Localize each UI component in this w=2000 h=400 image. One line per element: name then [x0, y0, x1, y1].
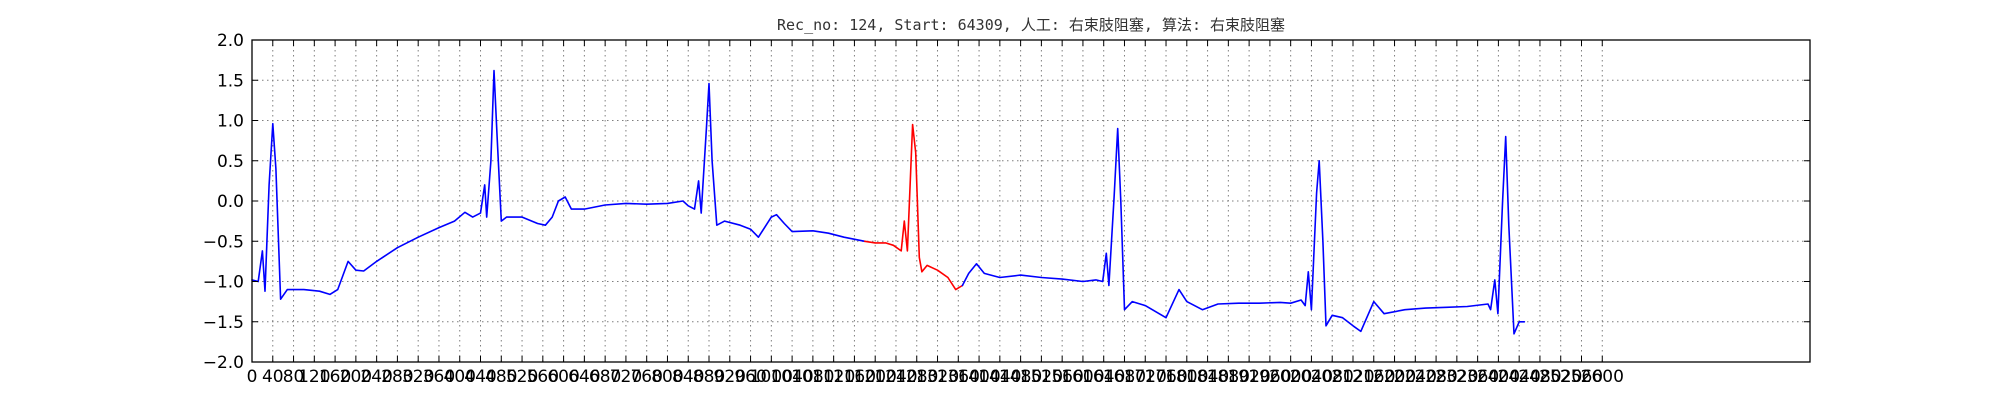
x-tick-label: 1680: [1103, 367, 1146, 387]
ecg-series-line-1: [251, 69, 866, 301]
x-tick-label: 80: [283, 367, 305, 387]
x-tick-label: 2240: [1394, 367, 1437, 387]
chart-title: Rec_no: 124, Start: 64309, 人工: 右束肢阻塞, 算法…: [777, 16, 1285, 34]
x-tick-label: 2400: [1477, 367, 1520, 387]
x-tick-label: 2560: [1560, 367, 1603, 387]
y-tick-label: 1.5: [217, 71, 244, 91]
x-tick-label: 720: [610, 367, 642, 387]
x-tick-label: 1240: [874, 367, 917, 387]
x-tick-label: 840: [672, 367, 704, 387]
y-tick-label: −2.0: [203, 353, 244, 373]
x-tick-label: 1560: [1041, 367, 1084, 387]
x-tick-label: 280: [381, 367, 413, 387]
x-tick-label: 2600: [1581, 367, 1624, 387]
x-tick-label: 40: [262, 367, 284, 387]
x-tick-label: 1880: [1207, 367, 1250, 387]
x-tick-label: 600: [547, 367, 579, 387]
x-tick-label: 1000: [750, 367, 793, 387]
y-tick-label: 1.0: [217, 112, 244, 132]
x-tick-label: 1200: [854, 367, 897, 387]
x-tick-label: 800: [651, 367, 683, 387]
x-tick-label: 1800: [1165, 367, 1208, 387]
x-tick-label: 920: [714, 367, 746, 387]
x-tick-label: 1480: [999, 367, 1042, 387]
x-tick-label: 2320: [1435, 367, 1478, 387]
x-tick-label: 560: [527, 367, 559, 387]
y-tick-label: 2.0: [217, 31, 244, 51]
y-tick-label: −0.5: [203, 232, 244, 252]
x-tick-label: 640: [568, 367, 600, 387]
y-tick-label: 0.0: [217, 192, 244, 212]
x-tick-label: 1120: [812, 367, 855, 387]
x-tick-label: 1080: [791, 367, 834, 387]
ecg-series-line-3: [961, 127, 1526, 335]
x-tick-label: 1640: [1082, 367, 1125, 387]
grid: [251, 39, 1810, 363]
x-tick-label: 2160: [1352, 367, 1395, 387]
x-tick-label: 2480: [1518, 367, 1561, 387]
x-tick-label: 2520: [1539, 367, 1582, 387]
x-tick-label: 2040: [1290, 367, 1333, 387]
x-tick-label: 480: [485, 367, 517, 387]
x-tick-label: 2000: [1269, 367, 1312, 387]
x-tick-label: 400: [444, 367, 476, 387]
x-tick-label: 2360: [1456, 367, 1499, 387]
x-tick-label: 1040: [770, 367, 813, 387]
tick-marks: [251, 39, 1810, 363]
x-tick-label: 1360: [937, 367, 980, 387]
x-tick-label: 760: [630, 367, 662, 387]
x-tick-label: 1840: [1186, 367, 1229, 387]
x-tick-label: 2280: [1414, 367, 1457, 387]
x-tick-label: 120: [298, 367, 330, 387]
x-tick-label: 1400: [957, 367, 1000, 387]
ecg-series-line-2: [863, 123, 964, 291]
x-tick-label: 2440: [1498, 367, 1541, 387]
x-tick-label: 1720: [1124, 367, 1167, 387]
x-tick-label: 2200: [1373, 367, 1416, 387]
x-tick-label: 880: [693, 367, 725, 387]
x-tick-label: 160: [319, 367, 351, 387]
x-tick-label: 1320: [916, 367, 959, 387]
x-tick-label: 1440: [978, 367, 1021, 387]
x-tick-labels: 0 40 8012016020024028032036040044048052056…: [247, 367, 1624, 387]
y-tick-labels: −2.0 −1.5 −1.0 −0.5 0.0 0.5 1.0 1.5 2.0: [203, 31, 244, 373]
x-tick-label: 1960: [1248, 367, 1291, 387]
x-tick-label: 960: [734, 367, 766, 387]
x-tick-label: 1160: [833, 367, 876, 387]
series-group: [251, 69, 1526, 335]
x-tick-label: 680: [589, 367, 621, 387]
x-tick-label: 2120: [1331, 367, 1374, 387]
x-tick-label: 1520: [1020, 367, 1063, 387]
y-tick-label: −1.0: [203, 273, 244, 293]
x-tick-label: 1760: [1144, 367, 1187, 387]
x-tick-label: 320: [402, 367, 434, 387]
x-tick-label: 440: [464, 367, 496, 387]
x-tick-label: 1600: [1061, 367, 1104, 387]
x-tick-label: 1920: [1227, 367, 1270, 387]
x-tick-label: 240: [360, 367, 392, 387]
x-tick-label: 200: [340, 367, 372, 387]
x-tick-label: 520: [506, 367, 538, 387]
x-tick-label: 0: [247, 367, 258, 387]
x-tick-label: 2080: [1311, 367, 1354, 387]
x-tick-label: 360: [423, 367, 455, 387]
y-tick-label: −1.5: [203, 313, 244, 333]
y-tick-label: 0.5: [217, 152, 244, 172]
x-tick-label: 1280: [895, 367, 938, 387]
